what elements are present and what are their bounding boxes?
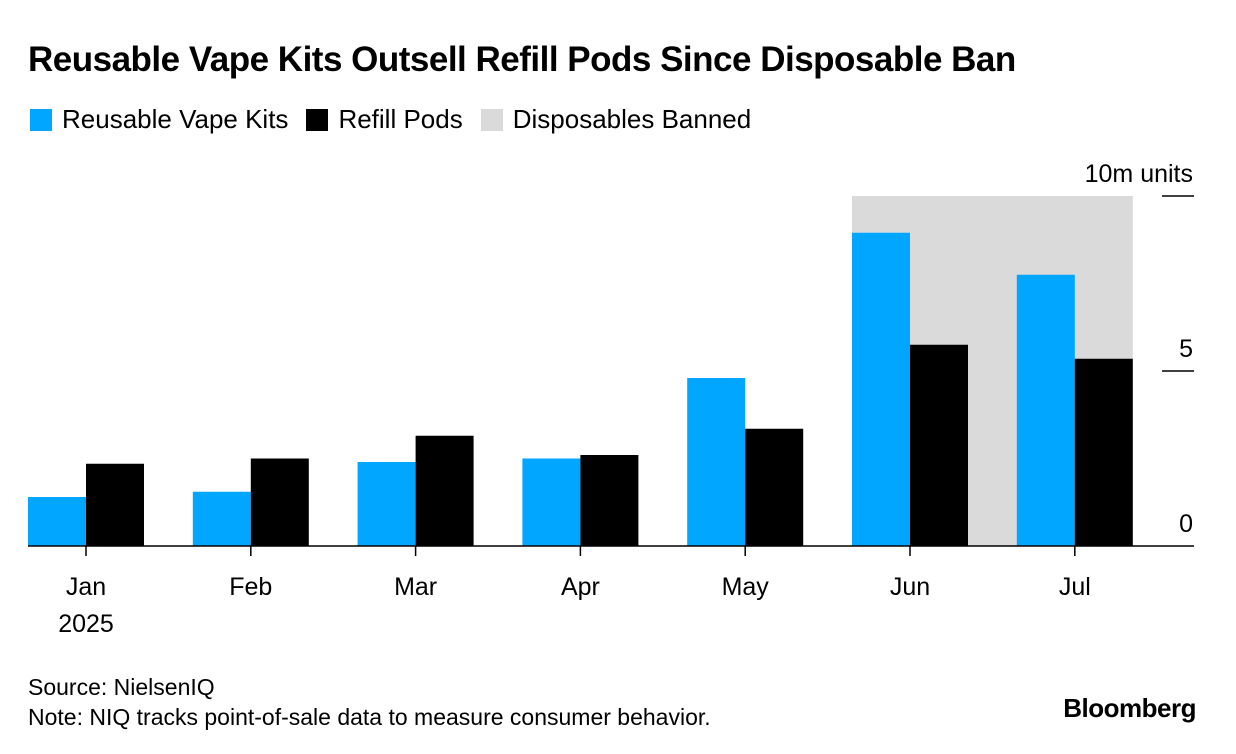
bar-refill-jan: [86, 463, 144, 546]
x-tick-label-mar: Mar: [394, 573, 437, 601]
legend-item-refill: Refill Pods: [306, 104, 463, 135]
chart-title: Reusable Vape Kits Outsell Refill Pods S…: [28, 40, 1016, 79]
y-tick-label-0: 0: [1179, 510, 1193, 538]
legend-label-reusable: Reusable Vape Kits: [62, 104, 289, 134]
x-tick-label-feb: Feb: [229, 573, 272, 601]
bar-reusable-apr: [522, 458, 581, 546]
legend-label-disposables: Disposables Banned: [512, 104, 752, 134]
methodology-note: Note: NIQ tracks point-of-sale data to m…: [28, 704, 711, 730]
x-tick-label-jun: Jun: [890, 573, 930, 601]
legend-item-disposables: Disposables Banned: [480, 104, 752, 135]
bloomberg-logo: Bloomberg: [1063, 693, 1196, 723]
x-tick-label-may: May: [722, 573, 770, 601]
bar-refill-apr: [580, 455, 639, 546]
bar-refill-mar: [415, 435, 474, 546]
y-tick-label-10: 10m units: [1085, 160, 1193, 188]
x-tick-label-jan: Jan: [66, 573, 106, 601]
bar-refill-jun: [910, 344, 968, 546]
bar-reusable-feb: [192, 491, 251, 546]
bar-refill-may: [745, 428, 804, 546]
legend-swatch-reusable: [30, 108, 52, 131]
bar-refill-jul: [1074, 358, 1133, 546]
x-tick-sublabel-year: 2025: [58, 610, 114, 638]
bar-reusable-jan: [28, 497, 86, 546]
bar-reusable-may: [687, 378, 746, 546]
chart-legend: Reusable Vape Kits Refill Pods Disposabl…: [30, 104, 769, 135]
chart-footer: Source: NielsenIQ Note: NIQ tracks point…: [28, 672, 711, 732]
legend-swatch-disposables: [480, 108, 503, 131]
source-note: Source: NielsenIQ: [28, 674, 215, 700]
bar-reusable-jun: [852, 232, 910, 546]
y-tick-label-5: 5: [1179, 335, 1193, 363]
legend-label-refill: Refill Pods: [338, 104, 463, 134]
bar-refill-feb: [250, 458, 309, 546]
bar-reusable-mar: [357, 462, 416, 546]
x-tick-label-apr: Apr: [561, 573, 600, 601]
legend-swatch-refill: [306, 108, 329, 131]
legend-item-reusable: Reusable Vape Kits: [30, 104, 288, 135]
x-tick-label-jul: Jul: [1059, 573, 1091, 601]
bar-reusable-jul: [1016, 274, 1075, 546]
